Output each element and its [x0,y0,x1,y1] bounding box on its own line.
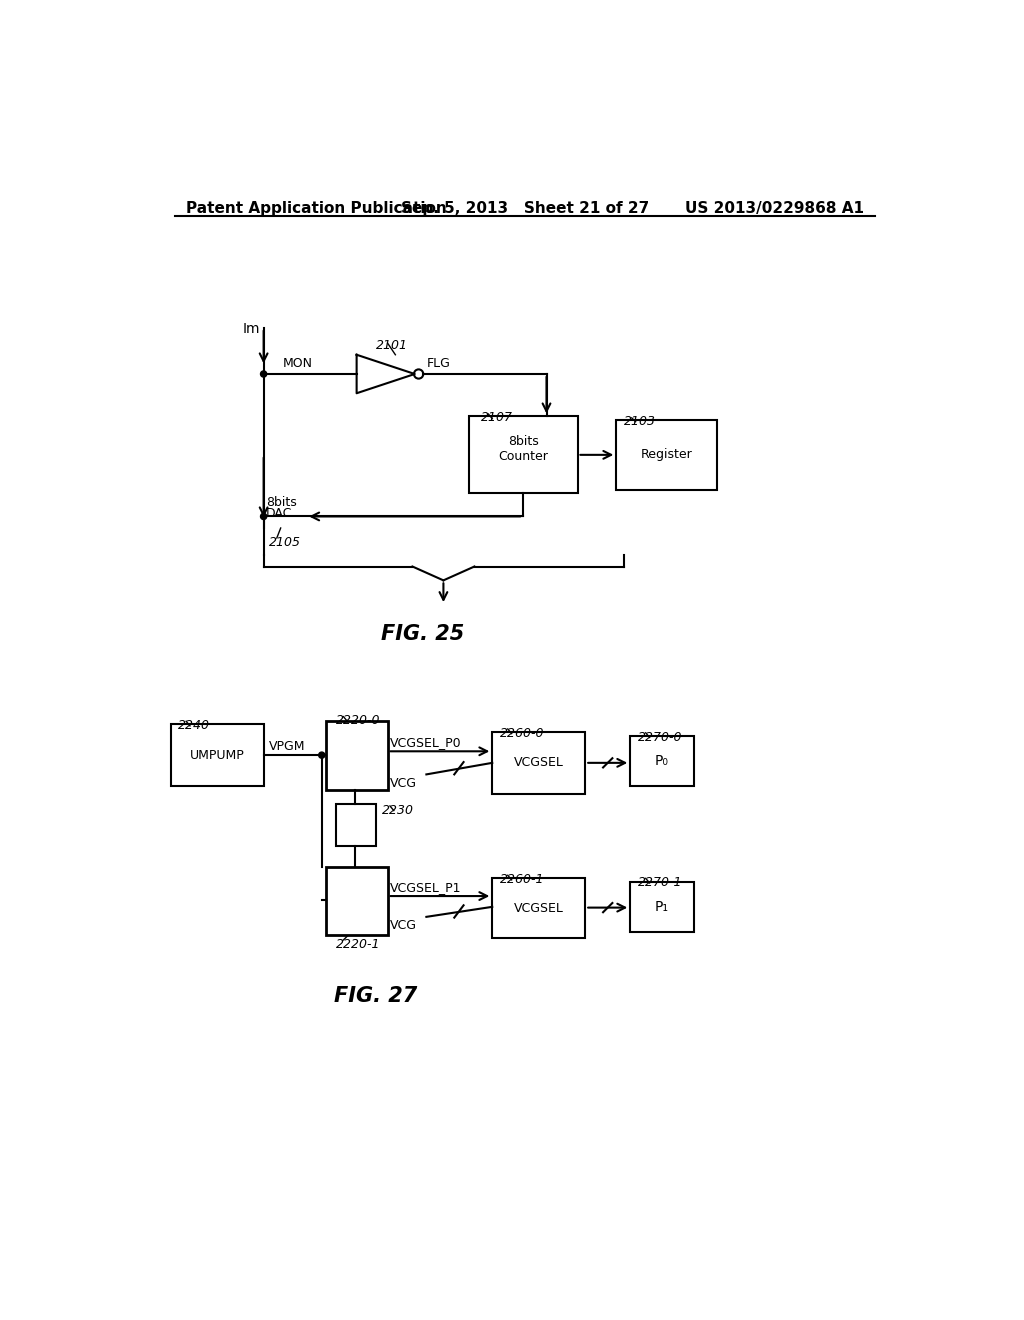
Text: Im: Im [243,322,260,337]
Text: 2240: 2240 [178,719,210,733]
Text: VCGSEL_P0: VCGSEL_P0 [390,737,462,748]
Text: FLG: FLG [426,358,451,370]
Bar [493,733,586,793]
Text: 2101: 2101 [376,339,408,352]
Text: Sep. 5, 2013   Sheet 21 of 27: Sep. 5, 2013 Sheet 21 of 27 [400,201,649,215]
Text: 2230: 2230 [382,804,414,817]
Text: DAC: DAC [266,507,292,520]
Text: 2105: 2105 [269,536,301,549]
Text: US 2013/0229868 A1: US 2013/0229868 A1 [685,201,864,215]
Bar [336,804,376,846]
Text: 2220-1: 2220-1 [336,939,380,952]
Text: UMPUMP: UMPUMP [189,748,245,762]
Text: FIG. 27: FIG. 27 [335,986,418,1006]
Text: Register: Register [641,449,692,462]
Text: VCG: VCG [390,919,417,932]
Text: 8bits: 8bits [266,496,297,508]
Text: 2103: 2103 [624,414,656,428]
Text: 2270-0: 2270-0 [638,730,682,743]
Bar [630,882,693,932]
Text: VCGSEL_P1: VCGSEL_P1 [390,880,462,894]
Text: 2220-0: 2220-0 [336,714,380,727]
Bar [171,725,263,785]
Bar [493,878,586,939]
Bar [616,420,717,490]
Text: 2260-1: 2260-1 [500,873,545,886]
Text: 2270-1: 2270-1 [638,876,682,890]
Circle shape [260,371,266,378]
Bar [326,721,388,789]
Text: P₁: P₁ [655,900,669,913]
Bar [326,867,388,935]
Text: Patent Application Publication: Patent Application Publication [186,201,446,215]
Text: MON: MON [283,358,313,370]
Circle shape [318,752,325,758]
Text: VCGSEL: VCGSEL [514,756,563,770]
Bar [630,737,693,785]
Text: FIG. 25: FIG. 25 [381,624,464,644]
Text: VPGM: VPGM [269,739,305,752]
Text: 8bits
Counter: 8bits Counter [499,434,548,463]
Text: 2260-0: 2260-0 [500,726,545,739]
Text: 2107: 2107 [480,411,513,424]
Text: VCGSEL: VCGSEL [514,902,563,915]
Circle shape [260,513,266,520]
Text: VCG: VCG [390,776,417,789]
Text: P₀: P₀ [655,754,669,767]
Bar [469,416,578,494]
